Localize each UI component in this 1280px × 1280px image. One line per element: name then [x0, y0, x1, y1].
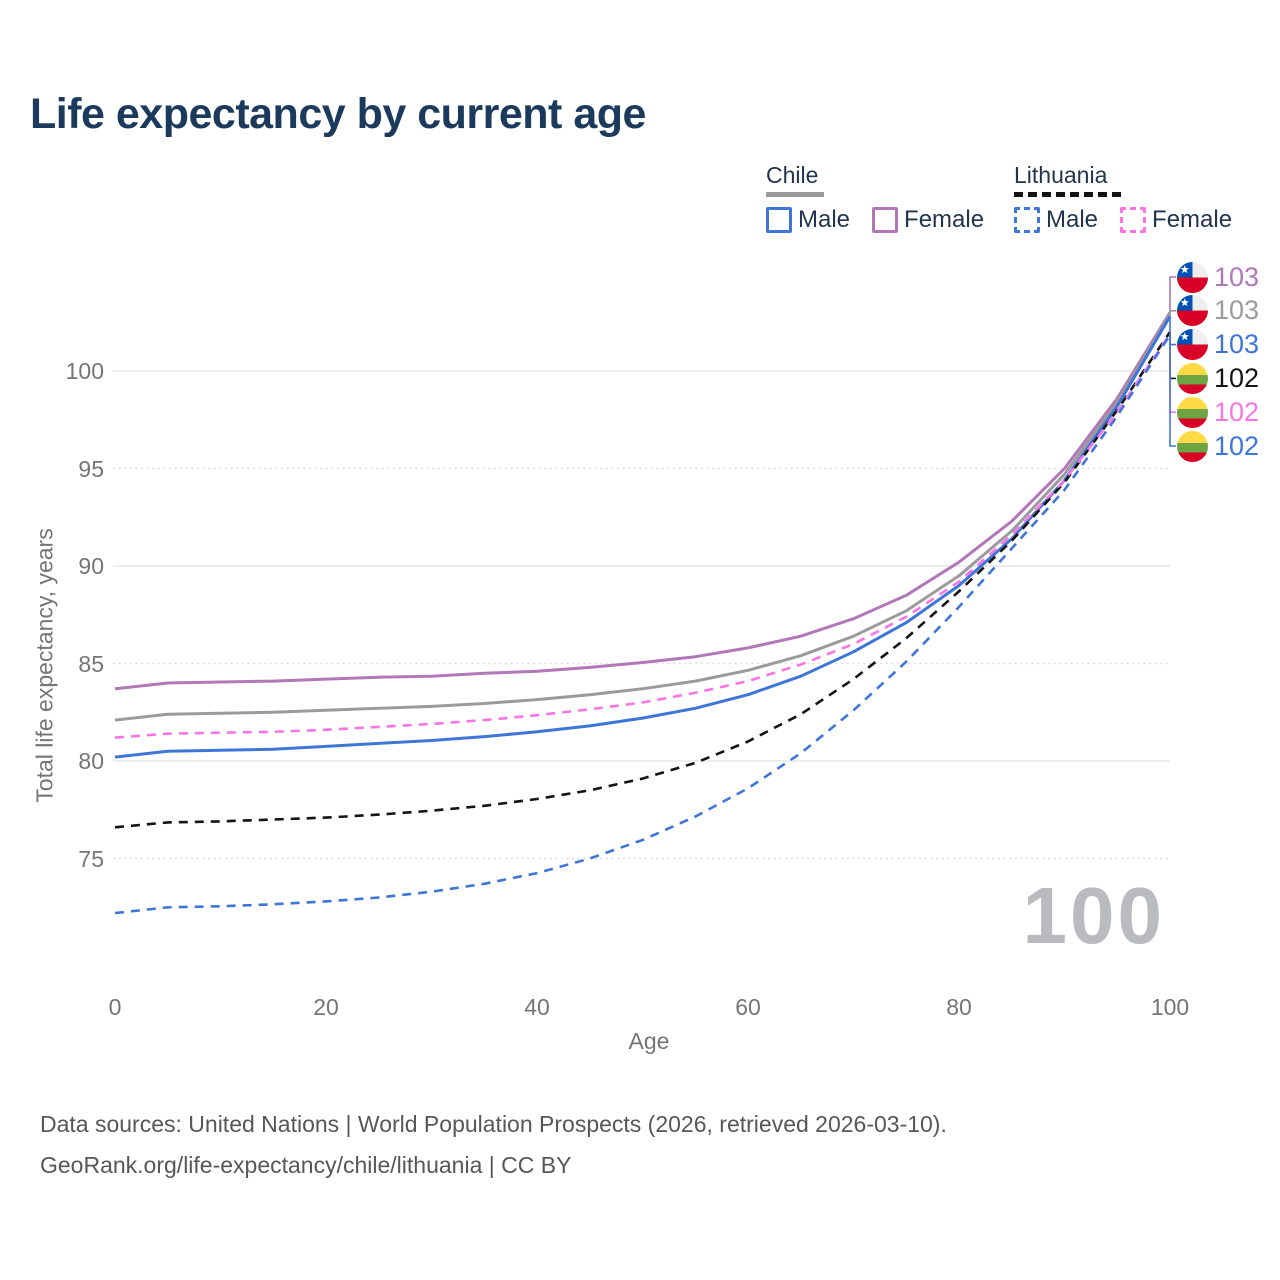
end-label-lithuania-male: 102	[1177, 430, 1260, 462]
age-counter-watermark: 100	[1022, 871, 1165, 960]
chart-line-chile-male	[114, 315, 1172, 759]
end-label-lithuania-female: 102	[1177, 396, 1260, 428]
footer: Data sources: United Nations | World Pop…	[40, 1104, 947, 1186]
chile-male-swatch-icon	[766, 207, 792, 233]
end-label-value: 102	[1214, 430, 1260, 461]
y-tick-90: 90	[78, 553, 104, 579]
chart-line-lithuania-female	[114, 333, 1172, 739]
end-label-chile-female: 103	[1177, 261, 1260, 293]
end-label-value: 103	[1214, 261, 1260, 292]
chile-flag-icon	[1177, 329, 1208, 361]
y-tick-75: 75	[78, 845, 104, 872]
legend-item-label: Female	[904, 206, 985, 233]
legend-line-sample-chile	[766, 192, 824, 197]
end-label-connector-lithuania-both	[1169, 332, 1176, 380]
chart-line-lithuania-male	[114, 334, 1172, 915]
chart-line-chile-female	[114, 311, 1172, 691]
end-label-value: 103	[1214, 329, 1260, 360]
page-title: Life expectancy by current age	[30, 90, 646, 138]
end-label-value: 102	[1214, 396, 1260, 427]
end-label-connector-chile-male	[1169, 316, 1176, 346]
legend-country-chile: Chile	[766, 162, 819, 188]
chile-flag-icon	[1177, 261, 1208, 293]
end-label-chile-male: 103	[1177, 329, 1260, 361]
legend-item-label: Male	[798, 206, 851, 233]
data-sources-line: Data sources: United Nations | World Pop…	[40, 1111, 947, 1137]
legend-group-chile: Chile Male Female	[766, 162, 1006, 234]
end-label-value: 102	[1214, 362, 1260, 393]
chart-line-chile-both	[114, 313, 1172, 722]
end-label-connector-lithuania-male	[1169, 334, 1176, 447]
legend-line-sample-lithuania	[1014, 192, 1126, 197]
legend-item-lithuania-female[interactable]: Female	[1120, 206, 1232, 234]
attribution-line: GeoRank.org/life-expectancy/chile/lithua…	[40, 1152, 572, 1178]
x-tick-40: 40	[524, 994, 550, 1020]
lithuania-flag-icon	[1177, 430, 1208, 462]
lithuania-flag-icon	[1177, 396, 1208, 428]
end-label-connector-chile-both	[1169, 310, 1176, 315]
chile-female-swatch-icon	[872, 207, 899, 233]
x-tick-20: 20	[313, 994, 339, 1020]
chart-line-lithuania-both	[114, 331, 1172, 829]
x-tick-80: 80	[946, 994, 972, 1020]
lithuania-female-swatch-icon	[1120, 207, 1147, 233]
legend-item-label: Female	[1152, 206, 1233, 233]
legend-item-chile-male[interactable]: Male	[766, 206, 850, 234]
end-label-lithuania-both: 102	[1177, 362, 1260, 394]
legend-item-label: Male	[1046, 206, 1099, 233]
lithuania-male-swatch-icon	[1014, 207, 1040, 233]
y-tick-80: 80	[78, 748, 104, 774]
x-tick-100: 100	[1150, 994, 1190, 1020]
legend-item-lithuania-male[interactable]: Male	[1014, 206, 1098, 234]
y-tick-85: 85	[78, 650, 104, 677]
x-axis-title: Age	[628, 1028, 670, 1054]
end-label-value: 103	[1214, 295, 1260, 326]
lithuania-flag-icon	[1177, 362, 1208, 394]
chile-flag-icon	[1177, 295, 1208, 327]
legend-group-lithuania: Lithuania Male Female	[1014, 162, 1254, 234]
end-label-connector-lithuania-female	[1169, 333, 1176, 413]
y-tick-95: 95	[78, 455, 104, 482]
y-tick-100: 100	[65, 358, 104, 384]
x-tick-60: 60	[735, 994, 761, 1020]
end-label-connector-chile-female	[1169, 276, 1176, 313]
x-tick-0: 0	[108, 994, 122, 1020]
legend-country-lithuania: Lithuania	[1014, 162, 1108, 188]
end-label-chile-both: 103	[1177, 295, 1260, 327]
legend-item-chile-female[interactable]: Female	[872, 206, 984, 234]
